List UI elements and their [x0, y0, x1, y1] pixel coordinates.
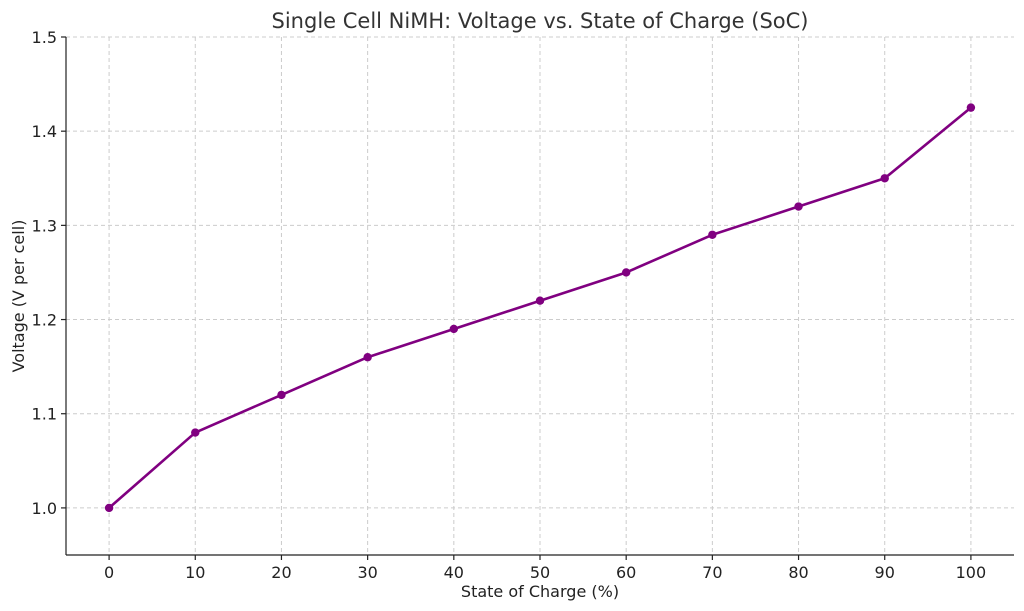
chart-title: Single Cell NiMH: Voltage vs. State of C…	[272, 9, 809, 33]
data-point	[363, 353, 372, 362]
x-tick-label: 0	[104, 563, 114, 582]
y-axis-ticks: 1.0 1.1 1.2 1.3 1.4 1.5	[32, 28, 66, 518]
data-point	[880, 174, 889, 183]
data-point	[535, 296, 545, 305]
y-tick-label: 1.5	[32, 28, 57, 47]
plot-series	[104, 103, 976, 513]
x-tick-label: 40	[444, 563, 464, 582]
x-axis-ticks: 0 10 20 30 40 50 60 70 80 90 100	[104, 555, 986, 582]
data-point	[794, 202, 803, 211]
x-tick-label: 80	[788, 563, 808, 582]
x-tick-label: 30	[357, 563, 377, 582]
data-point	[104, 503, 114, 513]
data-point	[708, 230, 717, 239]
data-point	[449, 324, 459, 334]
x-tick-label: 10	[185, 563, 205, 582]
y-tick-label: 1.3	[32, 216, 57, 235]
x-tick-label: 90	[875, 563, 895, 582]
data-point	[191, 428, 200, 437]
y-axis-label: Voltage (V per cell)	[9, 220, 28, 373]
x-tick-label: 50	[530, 563, 550, 582]
x-tick-label: 20	[271, 563, 291, 582]
x-tick-label: 100	[956, 563, 987, 582]
y-tick-label: 1.0	[32, 499, 57, 518]
x-tick-label: 70	[702, 563, 722, 582]
y-tick-label: 1.2	[32, 311, 57, 330]
data-point	[966, 103, 976, 112]
grid-lines	[66, 36, 1014, 555]
x-tick-label: 60	[616, 563, 636, 582]
series-line	[108, 106, 972, 509]
x-axis-label: State of Charge (%)	[461, 582, 619, 601]
data-point	[277, 390, 286, 400]
data-point	[621, 268, 631, 277]
y-tick-label: 1.4	[32, 122, 57, 141]
y-tick-label: 1.1	[32, 405, 57, 424]
